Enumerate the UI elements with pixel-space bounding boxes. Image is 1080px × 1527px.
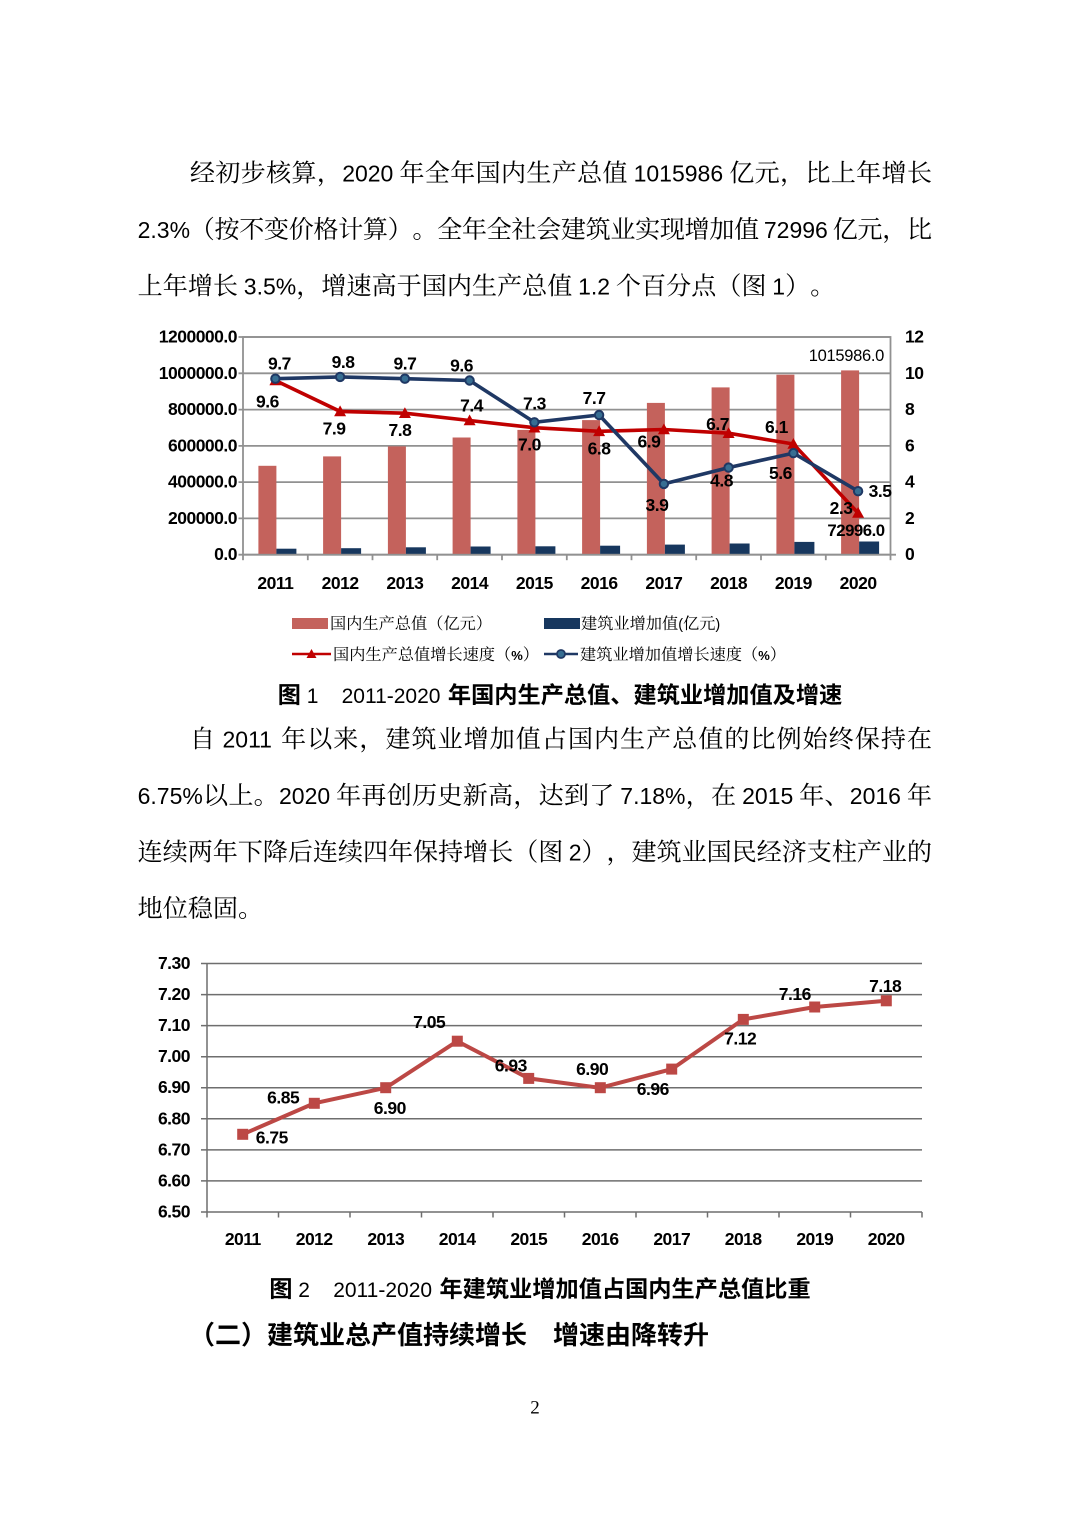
svg-text:2020: 2020 (868, 1229, 906, 1249)
svg-text:200000.0: 200000.0 (168, 508, 238, 528)
svg-text:400000.0: 400000.0 (168, 472, 238, 492)
svg-text:4: 4 (905, 472, 915, 492)
svg-text:2: 2 (905, 508, 915, 528)
svg-text:6.8: 6.8 (588, 438, 612, 458)
svg-text:2019: 2019 (775, 573, 813, 593)
svg-text:2020: 2020 (279, 783, 330, 809)
svg-text:2012: 2012 (296, 1229, 334, 1249)
svg-text:3.9: 3.9 (645, 495, 669, 515)
svg-text:2011: 2011 (257, 573, 294, 593)
svg-text:72996: 72996 (764, 217, 828, 243)
svg-text:6.9: 6.9 (637, 432, 661, 452)
svg-text:7.4: 7.4 (460, 396, 484, 416)
svg-text:2012: 2012 (322, 573, 360, 593)
svg-text:2: 2 (530, 1398, 540, 1419)
svg-text:2: 2 (298, 1279, 310, 1302)
svg-text:2016: 2016 (582, 1229, 620, 1249)
svg-text:1015986: 1015986 (634, 161, 724, 187)
svg-text:10: 10 (905, 363, 924, 383)
svg-text:1200000.0: 1200000.0 (159, 327, 238, 347)
svg-text:2018: 2018 (710, 573, 748, 593)
svg-text:7.10: 7.10 (158, 1015, 191, 1035)
svg-text:8: 8 (905, 399, 915, 419)
svg-text:5.6: 5.6 (769, 463, 793, 483)
svg-text:9.6: 9.6 (450, 356, 474, 376)
svg-text:6.90: 6.90 (374, 1098, 407, 1118)
svg-text:4.8: 4.8 (710, 471, 734, 491)
svg-text:7.9: 7.9 (323, 418, 347, 438)
svg-text:7.30: 7.30 (158, 953, 191, 973)
svg-text:(: ( (678, 617, 683, 633)
svg-text:6.75%: 6.75% (138, 783, 203, 809)
svg-text:2: 2 (569, 840, 582, 866)
svg-text:6.90: 6.90 (158, 1077, 191, 1097)
svg-text:6.93: 6.93 (495, 1055, 528, 1075)
svg-text:9.7: 9.7 (268, 354, 291, 374)
svg-text:2020: 2020 (342, 161, 393, 187)
svg-text:7.12: 7.12 (724, 1028, 757, 1048)
svg-text:1000000.0: 1000000.0 (159, 363, 238, 383)
svg-text:6.7: 6.7 (706, 414, 729, 434)
svg-text:7.05: 7.05 (413, 1012, 446, 1032)
svg-text:9.6: 9.6 (256, 392, 280, 412)
svg-text:6.1: 6.1 (765, 417, 789, 437)
svg-text:6: 6 (905, 435, 915, 455)
svg-text:2011-2020: 2011-2020 (342, 685, 441, 708)
svg-text:7.18: 7.18 (869, 976, 902, 996)
svg-text:7.3: 7.3 (523, 393, 547, 413)
svg-text:6.85: 6.85 (267, 1087, 300, 1107)
svg-text:2011: 2011 (225, 1229, 262, 1249)
svg-text:12: 12 (905, 327, 924, 347)
svg-text:2013: 2013 (367, 1229, 405, 1249)
svg-text:1: 1 (307, 685, 319, 708)
svg-text:600000.0: 600000.0 (168, 435, 238, 455)
svg-text:800000.0: 800000.0 (168, 399, 238, 419)
svg-text:7.00: 7.00 (158, 1046, 191, 1066)
svg-text:1: 1 (772, 274, 785, 300)
svg-text:2017: 2017 (645, 573, 682, 593)
svg-text:%: % (758, 648, 770, 663)
svg-text:2.3: 2.3 (830, 498, 854, 518)
svg-text:6.50: 6.50 (158, 1202, 191, 1222)
svg-text:%: % (511, 648, 523, 663)
svg-text:7.0: 7.0 (518, 435, 542, 455)
svg-text:2013: 2013 (386, 573, 424, 593)
svg-text:1015986.0: 1015986.0 (809, 347, 884, 365)
svg-text:2015: 2015 (742, 783, 793, 809)
svg-text:1.2: 1.2 (578, 274, 610, 300)
svg-text:2014: 2014 (451, 573, 489, 593)
svg-text:9.7: 9.7 (393, 354, 416, 374)
svg-text:2015: 2015 (510, 1229, 548, 1249)
svg-text:2016: 2016 (850, 783, 901, 809)
svg-text:2018: 2018 (725, 1229, 763, 1249)
svg-text:2015: 2015 (516, 573, 554, 593)
svg-text:6.60: 6.60 (158, 1170, 191, 1190)
svg-text:6.75: 6.75 (256, 1127, 289, 1147)
svg-text:9.8: 9.8 (332, 352, 356, 372)
svg-text:0.0: 0.0 (214, 544, 238, 564)
svg-text:2011: 2011 (223, 727, 272, 753)
svg-text:2019: 2019 (796, 1229, 834, 1249)
svg-text:7.20: 7.20 (158, 984, 191, 1004)
svg-text:72996.0: 72996.0 (827, 521, 884, 540)
svg-text:2020: 2020 (840, 573, 878, 593)
svg-text:): ) (715, 617, 720, 633)
svg-text:2.3%: 2.3% (138, 217, 190, 243)
svg-text:2017: 2017 (653, 1229, 690, 1249)
svg-text:7.8: 7.8 (388, 420, 412, 440)
svg-text:3.5%: 3.5% (244, 274, 296, 300)
svg-text:6.70: 6.70 (158, 1139, 191, 1159)
svg-text:2014: 2014 (439, 1229, 477, 1249)
svg-text:2016: 2016 (581, 573, 619, 593)
svg-text:7.18%: 7.18% (620, 783, 685, 809)
svg-text:0: 0 (905, 544, 915, 564)
svg-text:6.80: 6.80 (158, 1108, 191, 1128)
svg-text:3.5: 3.5 (869, 481, 893, 501)
svg-text:2011-2020: 2011-2020 (333, 1279, 432, 1302)
svg-text:7.16: 7.16 (779, 984, 812, 1004)
svg-text:7.7: 7.7 (583, 388, 606, 408)
svg-text:6.96: 6.96 (637, 1079, 670, 1099)
svg-text:6.90: 6.90 (576, 1059, 609, 1079)
